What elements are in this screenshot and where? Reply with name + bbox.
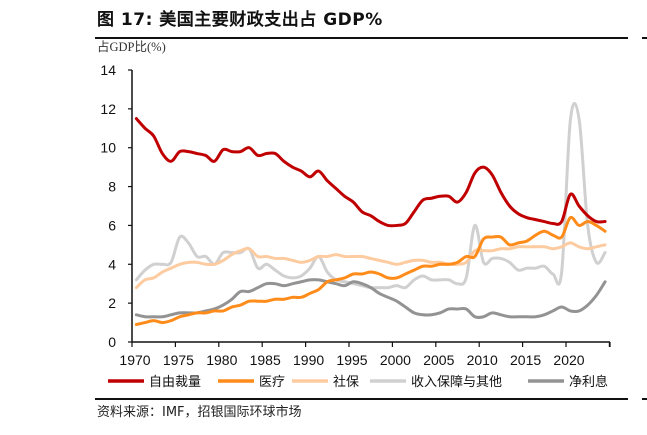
legend-label-2: 社保	[333, 374, 359, 390]
right-footer-divider	[642, 398, 647, 400]
y-tick-label: 12	[100, 101, 116, 117]
legend-label-3: 收入保障与其他	[411, 375, 502, 390]
line-chart: 0 2 4 6 8 10 12 14 1970 1975 1980 1985 1990 1995 2000 2…	[100, 62, 611, 390]
x-tick-label: 2000	[380, 352, 411, 368]
y-tick-label: 14	[100, 62, 116, 78]
y-tick-label: 6	[108, 217, 116, 233]
x-tick-label: 1970	[119, 352, 150, 368]
y-tick-label: 0	[108, 334, 116, 350]
footer-divider	[95, 398, 628, 400]
series-line-0	[134, 117, 607, 228]
y-tick-label: 2	[108, 295, 116, 311]
y-axis-label: 占GDP比(%)	[97, 40, 166, 54]
series-line-4	[134, 278, 607, 319]
legend-label-0: 自由裁量	[149, 374, 201, 390]
y-tick-label: 4	[108, 256, 116, 272]
series-line-2	[134, 241, 607, 290]
x-tick-label: 1985	[250, 352, 281, 368]
x-tick-label: 2015	[510, 352, 541, 368]
x-tick-label: 2020	[553, 352, 584, 368]
y-tick-label: 10	[100, 140, 116, 156]
source-note: 资料来源：IMF，招银国际环球市场	[97, 405, 302, 420]
x-tick-label: 1975	[163, 352, 194, 368]
chart-title: 图 17: 美国主要财政支出占 GDP%	[97, 10, 383, 30]
right-panel-divider	[642, 37, 647, 39]
title-divider	[95, 37, 628, 39]
series-line-3	[134, 101, 607, 290]
x-tick-label: 1990	[293, 352, 324, 368]
x-tick-label: 2010	[467, 352, 498, 368]
x-tick-label: 1995	[336, 352, 367, 368]
legend-label-1: 医疗	[259, 375, 285, 390]
series-line-1	[134, 215, 607, 327]
legend-label-4: 净利息	[569, 374, 608, 390]
x-tick-label: 1980	[206, 352, 237, 368]
x-tick-label: 2005	[423, 352, 454, 368]
y-tick-label: 8	[108, 179, 116, 195]
